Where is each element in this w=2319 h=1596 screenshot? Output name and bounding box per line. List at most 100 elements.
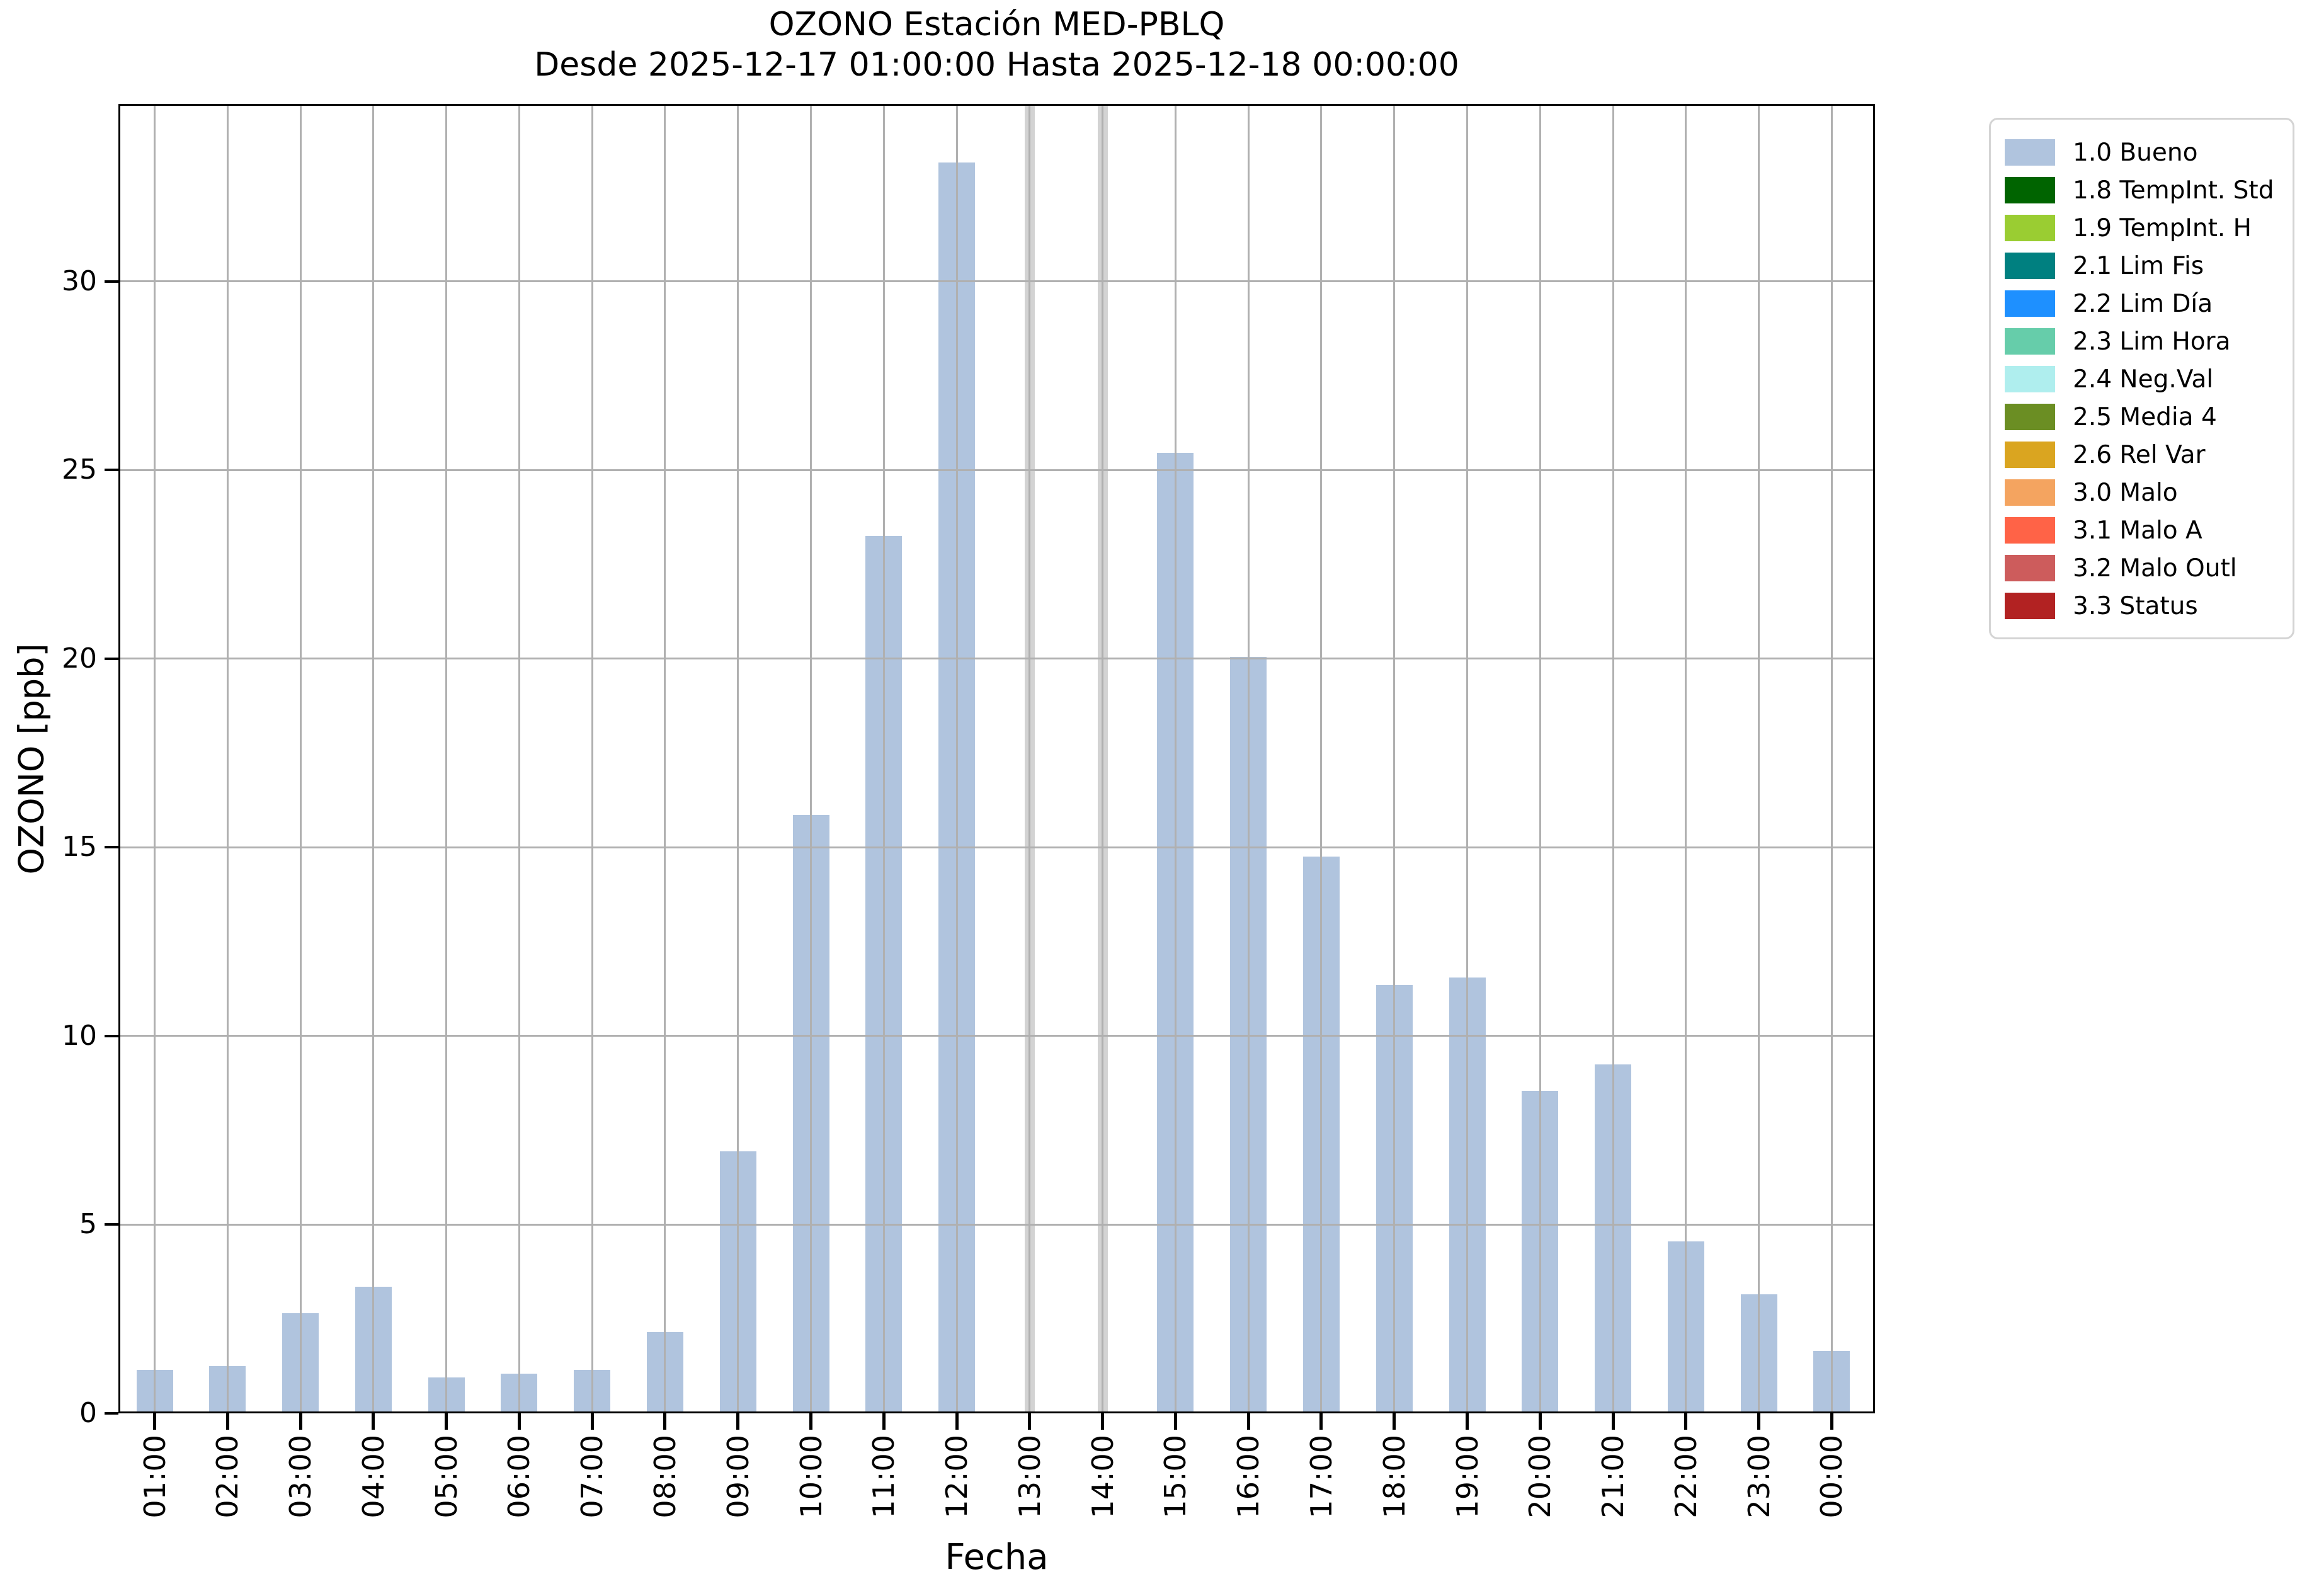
legend-item: 3.0 Malo	[1991, 474, 2293, 511]
y-gridline	[120, 469, 1873, 471]
chart-subtitle: Desde 2025-12-17 01:00:00 Hasta 2025-12-…	[534, 46, 1459, 84]
legend-label: 2.6 Rel Var	[2073, 440, 2206, 469]
x-tick-mark	[663, 1413, 667, 1430]
legend-item: 3.2 Malo Outl	[1991, 549, 2293, 587]
x-tick-label: 11:00	[867, 1435, 901, 1519]
x-tick-label: 10:00	[794, 1435, 828, 1519]
x-tick-mark	[1393, 1413, 1396, 1430]
legend-label: 3.1 Malo A	[2073, 516, 2202, 545]
legend-item: 3.1 Malo A	[1991, 511, 2293, 549]
x-gridline	[1685, 106, 1687, 1411]
y-tick-label: 20	[62, 642, 97, 675]
legend-item: 2.2 Lim Día	[1991, 285, 2293, 322]
x-tick-label: 13:00	[1012, 1435, 1047, 1519]
x-gridline	[226, 106, 229, 1411]
x-tick-mark	[1611, 1413, 1615, 1430]
x-tick-label: 04:00	[356, 1435, 390, 1519]
y-tick-label: 15	[62, 831, 97, 864]
legend-item: 2.1 Lim Fis	[1991, 247, 2293, 285]
x-tick-label: 18:00	[1377, 1435, 1411, 1519]
y-gridline	[120, 658, 1873, 660]
x-tick-label: 03:00	[283, 1435, 318, 1519]
x-tick-label: 00:00	[1815, 1435, 1849, 1519]
x-tick-label: 07:00	[575, 1435, 610, 1519]
y-tick-label: 5	[79, 1208, 97, 1241]
x-gridline	[1247, 106, 1250, 1411]
legend-swatch	[2005, 555, 2055, 581]
x-tick-label: 15:00	[1158, 1435, 1193, 1519]
x-tick-label: 23:00	[1741, 1435, 1776, 1519]
x-tick-mark	[1538, 1413, 1542, 1430]
x-tick-mark	[445, 1413, 448, 1430]
legend-item: 2.6 Rel Var	[1991, 436, 2293, 474]
y-gridline	[120, 1035, 1873, 1037]
x-tick-mark	[1757, 1413, 1761, 1430]
x-tick-mark	[299, 1413, 302, 1430]
legend-swatch	[2005, 442, 2055, 468]
legend-swatch	[2005, 593, 2055, 619]
legend-item: 1.0 Bueno	[1991, 134, 2293, 171]
y-tick-mark	[105, 469, 118, 472]
x-tick-mark	[1028, 1413, 1032, 1430]
legend-label: 2.5 Media 4	[2073, 402, 2217, 431]
chart-title: OZONO Estación MED-PBLQ	[768, 6, 1225, 43]
x-tick-label: 20:00	[1523, 1435, 1558, 1519]
legend-swatch	[2005, 517, 2055, 544]
y-gridline	[120, 1223, 1873, 1226]
legend-swatch	[2005, 177, 2055, 203]
legend-item: 2.3 Lim Hora	[1991, 322, 2293, 360]
legend-label: 3.2 Malo Outl	[2073, 554, 2237, 583]
x-gridline	[955, 106, 958, 1411]
y-tick-mark	[105, 846, 118, 849]
x-tick-mark	[1466, 1413, 1469, 1430]
x-gridline	[372, 106, 375, 1411]
legend-swatch	[2005, 328, 2055, 355]
legend-label: 2.3 Lim Hora	[2073, 327, 2231, 356]
x-tick-label: 16:00	[1231, 1435, 1266, 1519]
legend-label: 1.0 Bueno	[2073, 138, 2198, 167]
x-tick-mark	[590, 1413, 594, 1430]
x-tick-label: 08:00	[647, 1435, 682, 1519]
y-tick-mark	[105, 1223, 118, 1226]
x-tick-mark	[1684, 1413, 1688, 1430]
x-gridline	[299, 106, 302, 1411]
legend-label: 2.1 Lim Fis	[2073, 251, 2204, 280]
x-tick-mark	[1173, 1413, 1177, 1430]
legend-label: 3.3 Status	[2073, 591, 2198, 620]
legend-swatch	[2005, 404, 2055, 430]
x-tick-mark	[955, 1413, 959, 1430]
x-gridline	[1539, 106, 1541, 1411]
x-gridline	[882, 106, 885, 1411]
x-gridline	[664, 106, 666, 1411]
legend-label: 2.2 Lim Día	[2073, 289, 2213, 318]
y-tick-label: 10	[62, 1019, 97, 1052]
y-tick-mark	[105, 280, 118, 283]
x-gridline	[154, 106, 156, 1411]
legend-label: 1.9 TempInt. H	[2073, 214, 2252, 242]
x-tick-label: 09:00	[721, 1435, 755, 1519]
x-gridline	[1758, 106, 1760, 1411]
x-tick-label: 21:00	[1596, 1435, 1631, 1519]
x-gridline	[1466, 106, 1469, 1411]
x-tick-mark	[225, 1413, 229, 1430]
x-tick-label: 22:00	[1668, 1435, 1703, 1519]
plot-area	[118, 104, 1875, 1413]
x-tick-label: 05:00	[429, 1435, 464, 1519]
x-tick-label: 06:00	[502, 1435, 537, 1519]
x-tick-mark	[809, 1413, 813, 1430]
y-gridline	[120, 846, 1873, 848]
x-gridline	[737, 106, 739, 1411]
x-gridline	[1174, 106, 1177, 1411]
x-gridline	[1393, 106, 1396, 1411]
y-tick-mark	[105, 657, 118, 660]
x-tick-mark	[1830, 1413, 1833, 1430]
x-gridline	[1320, 106, 1323, 1411]
x-tick-mark	[517, 1413, 521, 1430]
x-tick-mark	[1246, 1413, 1250, 1430]
x-gridline	[810, 106, 812, 1411]
legend-swatch	[2005, 366, 2055, 392]
y-tick-label: 0	[79, 1397, 97, 1429]
y-tick-mark	[105, 1034, 118, 1037]
x-tick-label: 14:00	[1085, 1435, 1120, 1519]
